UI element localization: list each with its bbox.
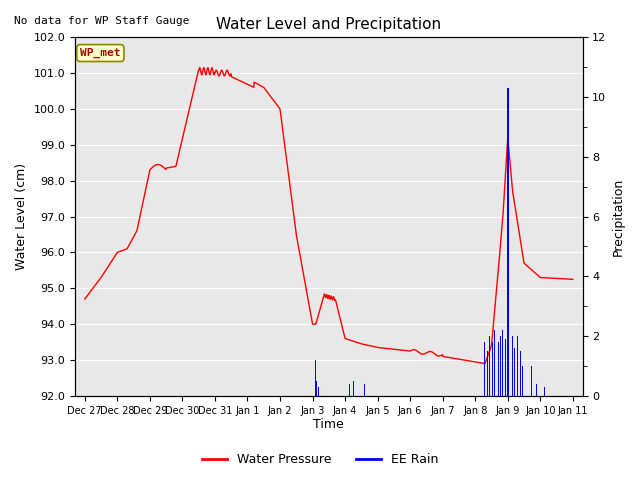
Legend: Water Pressure, EE Rain: Water Pressure, EE Rain [196, 448, 444, 471]
Y-axis label: Water Level (cm): Water Level (cm) [15, 163, 28, 270]
Title: Water Level and Precipitation: Water Level and Precipitation [216, 17, 442, 32]
Text: WP_met: WP_met [80, 48, 120, 58]
Y-axis label: Precipitation: Precipitation [612, 178, 625, 256]
X-axis label: Time: Time [314, 419, 344, 432]
Text: No data for WP Staff Gauge: No data for WP Staff Gauge [14, 16, 189, 25]
